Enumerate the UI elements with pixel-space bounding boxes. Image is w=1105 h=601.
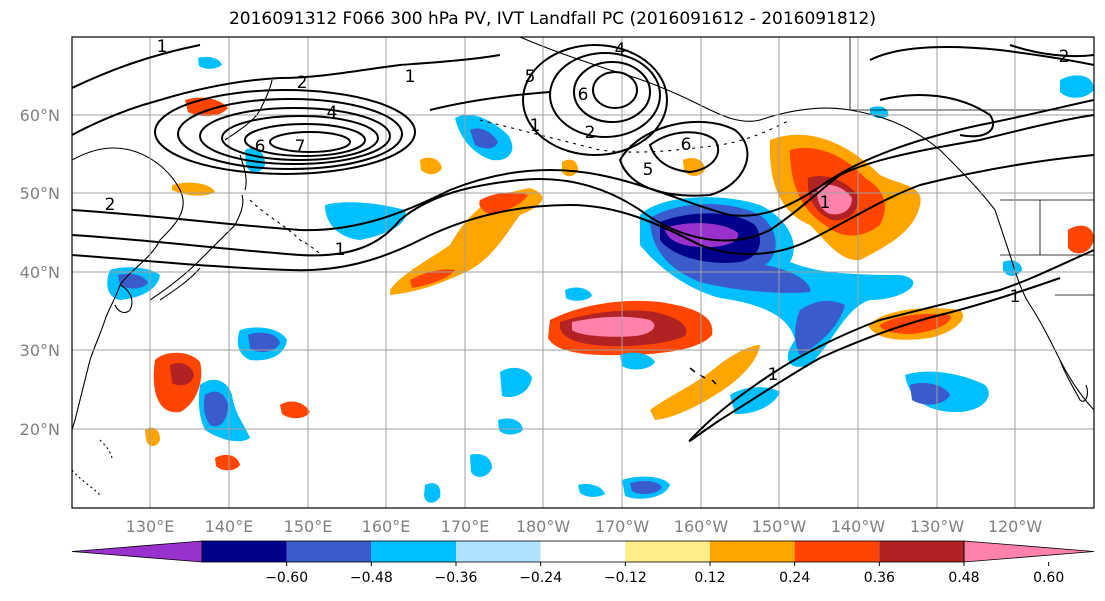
neg-fill-mid1 xyxy=(325,202,406,240)
map-frame xyxy=(71,36,1095,509)
pos-fill-sakh xyxy=(172,182,215,196)
lon-label: 130°E xyxy=(126,517,175,536)
pos-fill-diag-low xyxy=(410,269,455,288)
pos-fill-small4 xyxy=(420,157,442,175)
colorbar-tick-label: 0.48 xyxy=(948,570,979,586)
colorbar-segment xyxy=(456,541,541,562)
contour-label: 1 xyxy=(405,67,416,87)
colorbar-tick-label: 0.36 xyxy=(864,570,895,586)
contour-label: 1 xyxy=(335,240,346,260)
lon-label: 130°W xyxy=(910,517,965,536)
pos-fill-central-core xyxy=(572,316,655,337)
figure-title: 2016091312 F066 300 hPa PV, IVT Landfall… xyxy=(228,9,876,29)
contour-label: 5 xyxy=(525,67,536,87)
lat-label: 30°N xyxy=(20,341,60,360)
neg-fill-w1-in xyxy=(248,332,280,353)
colorbar-tick-label: 0.24 xyxy=(779,570,810,586)
pos-fill-diag-outer xyxy=(390,188,543,295)
colorbar-segment xyxy=(540,541,626,562)
colorbar-tick-label: −0.36 xyxy=(435,570,478,586)
contour-label: 1 xyxy=(157,37,168,57)
lat-label: 60°N xyxy=(20,106,60,125)
neg-fill-s1 xyxy=(500,367,532,398)
pos-fill-east-mid xyxy=(880,313,951,334)
colorbar-tick-label: −0.48 xyxy=(350,570,393,586)
lon-label: 150°E xyxy=(284,517,333,536)
neg-fill-ak xyxy=(1060,75,1094,98)
colorbar-segment xyxy=(286,541,372,562)
pos-fill-small1 xyxy=(280,401,310,419)
neg-fill-s5 xyxy=(470,454,492,477)
colorbar-tick-label: −0.12 xyxy=(604,570,647,586)
neg-fill-e1-in xyxy=(910,383,950,405)
neg-fill-s8 xyxy=(578,484,605,497)
lat-label: 20°N xyxy=(20,420,60,439)
lon-label: 160°W xyxy=(674,517,729,536)
neg-fill-s4 xyxy=(565,287,592,301)
contour-label: 1 xyxy=(530,116,541,136)
pv-contours xyxy=(72,44,1094,442)
pos-fill-small3 xyxy=(145,427,160,446)
contour-labels: 1 2 4 6 7 2 1 4 5 6 1 2 5 6 1 1 1 1 2 xyxy=(105,37,1070,385)
contour-label: 6 xyxy=(681,135,692,155)
contour-label: 7 xyxy=(295,137,306,157)
pos-fill-west-core xyxy=(170,363,194,386)
colorbar-tick-label: −0.24 xyxy=(519,570,562,586)
colorbar-tick-label: 0.12 xyxy=(694,570,725,586)
colorbar-segment xyxy=(794,541,880,562)
colorbar-frame xyxy=(201,540,965,563)
lon-label: 140°W xyxy=(831,517,886,536)
contour-label: 4 xyxy=(615,40,626,60)
colorbar-extend-low xyxy=(71,540,203,563)
lon-label: 170°E xyxy=(441,517,490,536)
pos-fill-sw-band xyxy=(650,345,760,420)
contour-label: 6 xyxy=(255,137,266,157)
neg-fill-w2-in xyxy=(203,391,228,427)
colorbar-tick-label: 0.60 xyxy=(1033,570,1064,586)
colorbar-segment xyxy=(202,541,287,562)
lon-label: 120°W xyxy=(988,517,1043,536)
contour-label: 2 xyxy=(105,195,116,215)
colorbar-extend-high xyxy=(963,540,1095,563)
colorbar-tick-label: −0.60 xyxy=(265,570,308,586)
contour-label: 2 xyxy=(1059,47,1070,67)
lon-label: 150°W xyxy=(752,517,807,536)
lat-axis: 60°N 50°N 40°N 30°N 20°N xyxy=(20,106,60,439)
contour-label: 1 xyxy=(820,193,831,213)
lon-axis: 130°E 140°E 150°E 160°E 170°E 180°W 170°… xyxy=(126,517,1043,536)
colorbar-segment xyxy=(879,541,964,562)
colorbar-segment xyxy=(371,541,456,562)
colorbar-segment xyxy=(625,541,710,562)
neg-fill-nw-in xyxy=(470,128,498,149)
lon-label: 160°E xyxy=(362,517,411,536)
lat-label: 50°N xyxy=(20,184,60,203)
colorbar: −0.60 −0.48 −0.36 −0.24 −0.12 0.12 0.24 0.36 0.4… xyxy=(71,540,1095,586)
colorbar-segment xyxy=(710,541,795,562)
coastlines xyxy=(72,37,1094,496)
contour-label: 2 xyxy=(585,123,596,143)
neg-fill-kam2 xyxy=(198,56,222,69)
neg-fill-band xyxy=(795,300,845,355)
lon-label: 170°W xyxy=(595,517,650,536)
contour-label: 4 xyxy=(327,103,338,123)
contour-label: 6 xyxy=(578,85,589,105)
lat-label: 40°N xyxy=(20,263,60,282)
neg-fill-s3 xyxy=(620,352,655,370)
contour-label: 5 xyxy=(643,160,654,180)
neg-fill-s7 xyxy=(424,483,441,503)
pos-fill-small7 xyxy=(1068,225,1094,254)
neg-fill-s6 xyxy=(498,418,523,435)
contour-label: 1 xyxy=(1010,287,1021,307)
lon-label: 180°W xyxy=(516,517,571,536)
contour-label: 2 xyxy=(297,73,308,93)
lon-label: 140°E xyxy=(205,517,254,536)
contour-label: 1 xyxy=(768,365,779,385)
pos-fill-small2 xyxy=(215,454,240,471)
pos-fill-diag-mid xyxy=(479,192,528,214)
neg-fill-s2-in xyxy=(630,480,662,495)
pos-fill-gulf-core xyxy=(817,184,852,215)
